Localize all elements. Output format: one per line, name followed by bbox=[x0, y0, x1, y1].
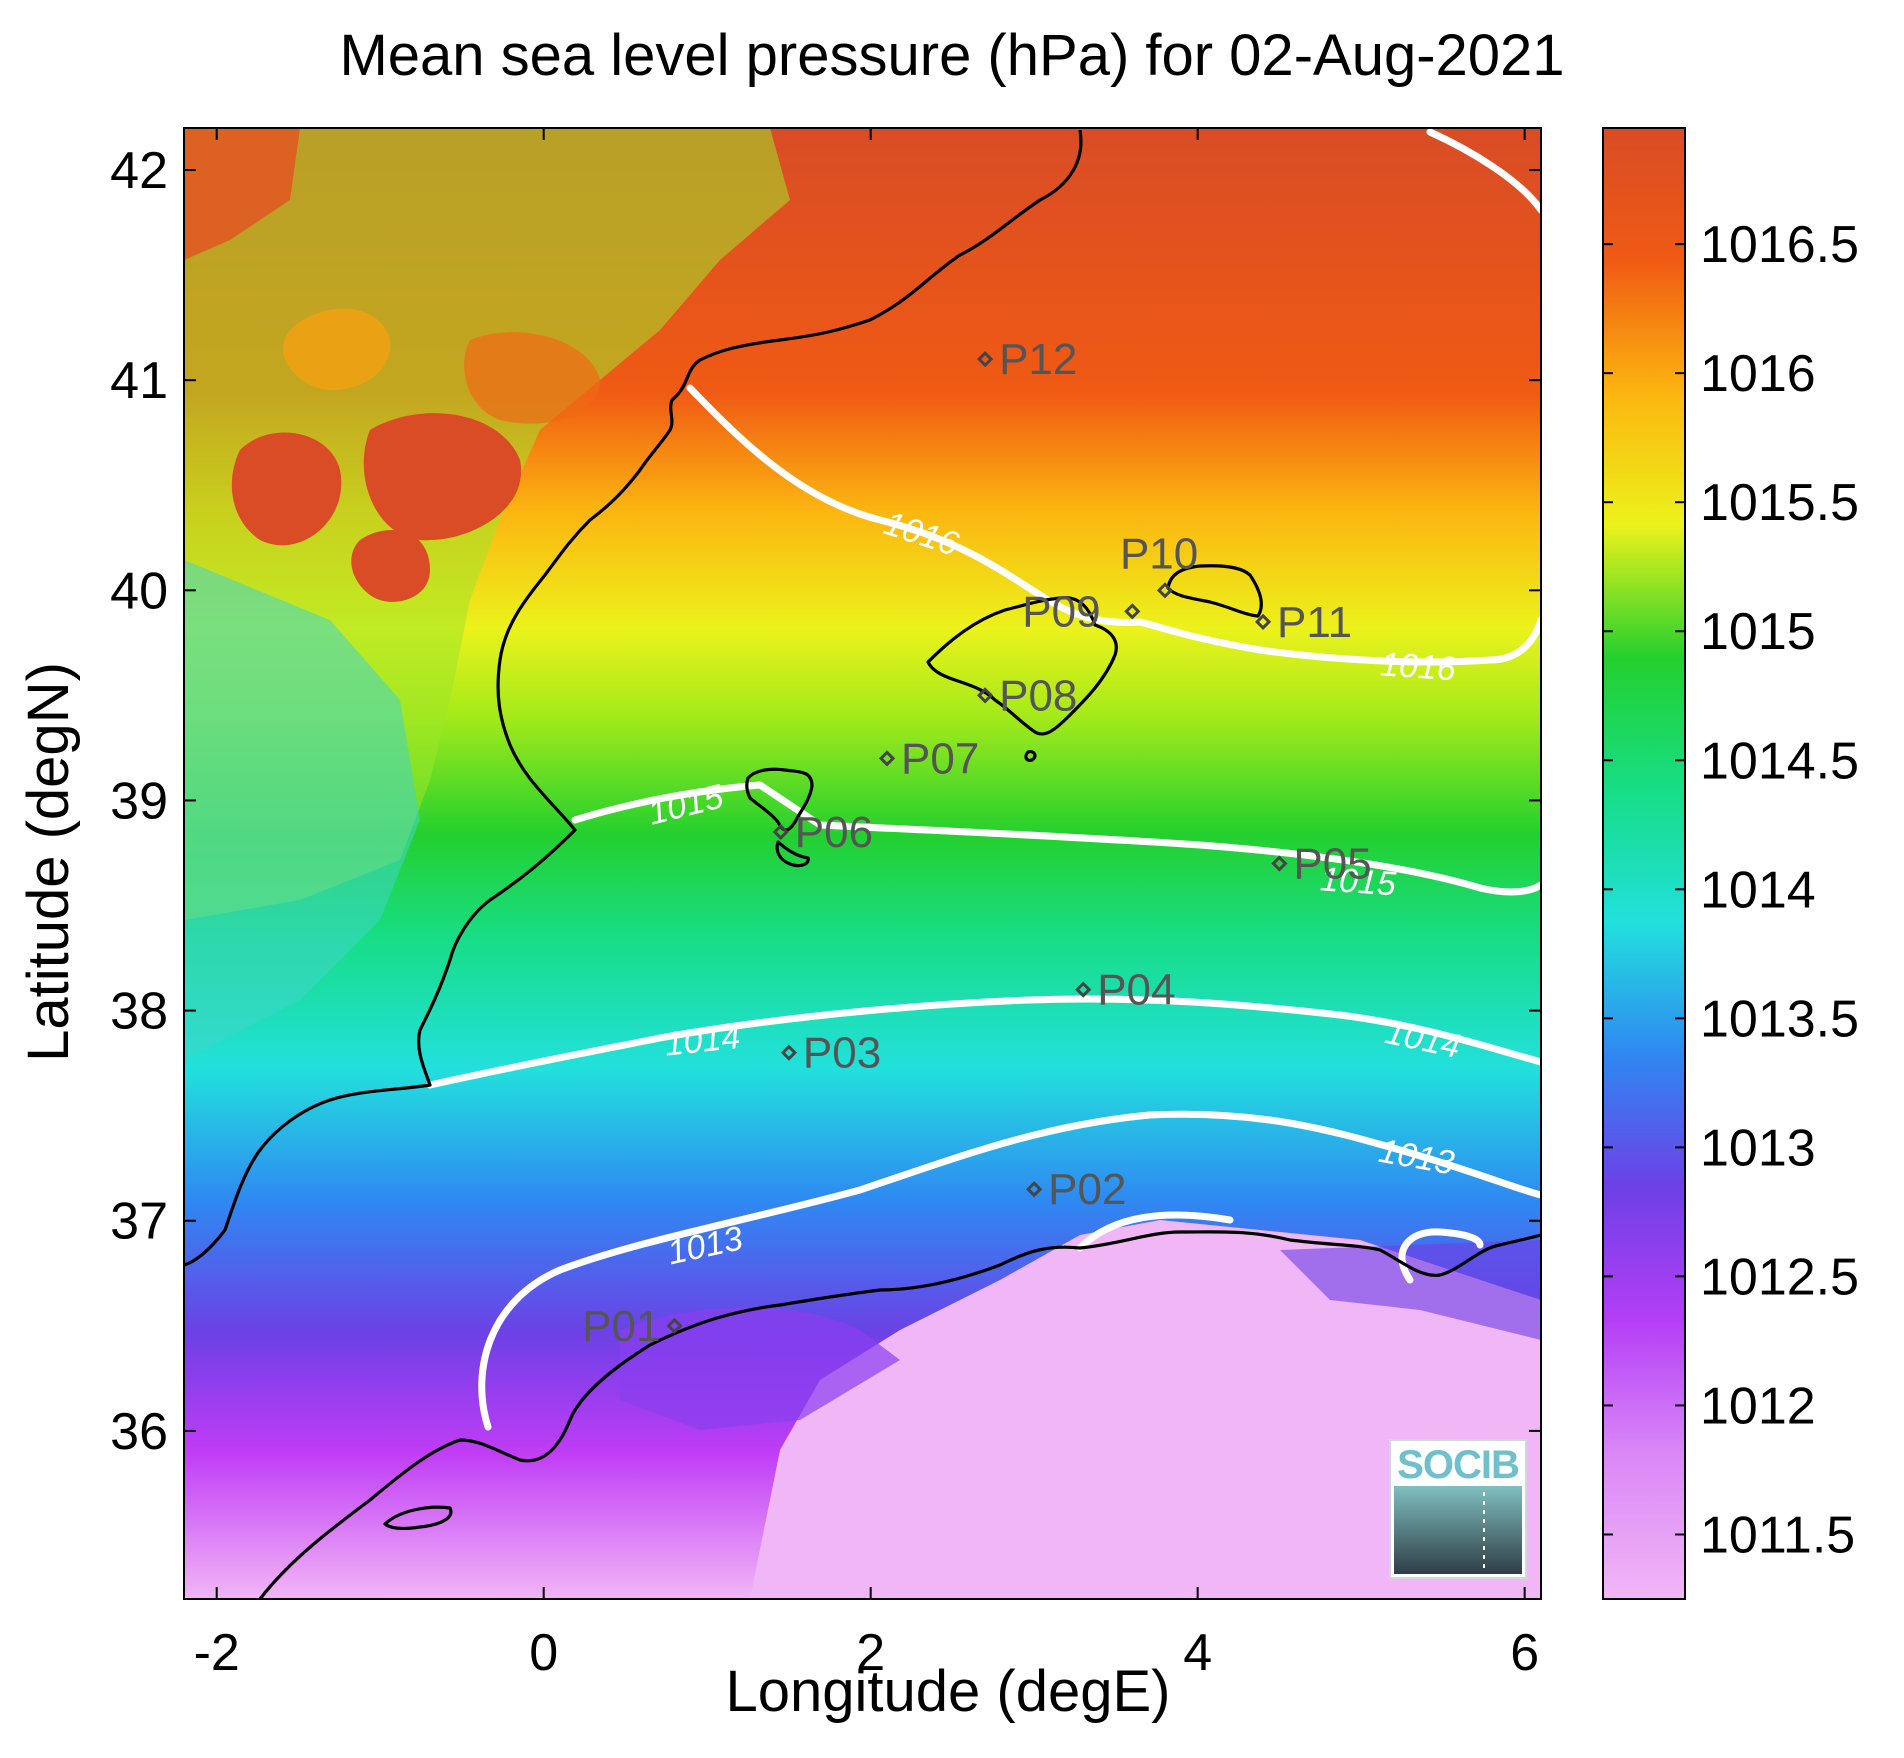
x-tick-label: -2 bbox=[194, 1624, 240, 1682]
station-marker-p06: P06 bbox=[772, 808, 873, 857]
station-marker-p11: P11 bbox=[1254, 598, 1352, 647]
station-marker-p03: P03 bbox=[780, 1029, 881, 1078]
station-label: P03 bbox=[803, 1029, 881, 1078]
contour-label: 1016 bbox=[1379, 645, 1457, 688]
contour-1013-loop bbox=[1076, 1211, 1234, 1252]
station-label: P02 bbox=[1048, 1165, 1126, 1214]
y-tick-label: 41 bbox=[110, 352, 168, 410]
station-marker-p07: P07 bbox=[878, 734, 979, 783]
coastline-iberia bbox=[184, 129, 1083, 1267]
station-marker-p12: P12 bbox=[976, 335, 1077, 384]
station-diamond-icon bbox=[1254, 613, 1272, 630]
x-tick-label: 4 bbox=[1183, 1624, 1212, 1682]
y-axis-label: Latitude (degN) bbox=[16, 662, 81, 1062]
y-tick-label: 39 bbox=[110, 772, 168, 830]
contour-1014 bbox=[426, 995, 1541, 1089]
contour-1016 bbox=[686, 384, 1541, 666]
x-tick-label: 2 bbox=[856, 1624, 885, 1682]
station-label: P10 bbox=[1120, 529, 1198, 578]
station-label: P05 bbox=[1293, 840, 1371, 889]
station-label: P12 bbox=[999, 335, 1077, 384]
station-marker-p10: P10 bbox=[1120, 529, 1198, 599]
station-marker-p01: P01 bbox=[582, 1302, 683, 1351]
contour-label: 1015 bbox=[1319, 860, 1397, 903]
island-cabrera bbox=[1024, 750, 1037, 762]
x-tick-label: 6 bbox=[1510, 1624, 1539, 1682]
island-ibiza bbox=[745, 767, 814, 832]
station-diamond-icon bbox=[1026, 1181, 1043, 1198]
island-alboran bbox=[383, 1505, 453, 1531]
y-axis: 36 37 38 39 40 41 42 bbox=[110, 142, 1541, 1461]
y-tick-label: 36 bbox=[110, 1403, 168, 1461]
station-diamond-icon bbox=[976, 351, 994, 368]
contours bbox=[426, 128, 1541, 1431]
station-diamond-icon bbox=[976, 687, 994, 704]
station-diamond-icon bbox=[1156, 582, 1174, 599]
station-diamond-icon bbox=[666, 1317, 683, 1334]
station-diamond-icon bbox=[1075, 981, 1092, 998]
colorbar-tick-label: 1013 bbox=[1700, 1119, 1816, 1177]
colorbar-frame bbox=[1602, 127, 1686, 1600]
contour-label: 1014 bbox=[663, 1018, 742, 1064]
station-label: P08 bbox=[999, 671, 1077, 720]
station-diamond-icon bbox=[780, 1044, 798, 1061]
station-label: P01 bbox=[582, 1302, 660, 1351]
station-marker-p09: P09 bbox=[1022, 587, 1141, 636]
y-tick-label: 38 bbox=[110, 983, 168, 1041]
y-tick-label: 42 bbox=[110, 142, 168, 200]
colorbar-tick-label: 1015.5 bbox=[1700, 474, 1859, 532]
station-diamond-icon bbox=[878, 750, 896, 767]
colorbar-tick-label: 1014 bbox=[1700, 861, 1816, 919]
station-markers: P01 P02 P03 P04 P05 P06 P07 P08 P09 P10 P11 P12 bbox=[582, 335, 1372, 1351]
y-tick-label: 37 bbox=[110, 1193, 168, 1251]
colorbar-tick-label: 1015 bbox=[1700, 603, 1816, 661]
coastline bbox=[184, 129, 1541, 1599]
socib-logo-text: SOCIB bbox=[1397, 1443, 1519, 1487]
map-frame bbox=[183, 127, 1542, 1600]
x-axis-label: Longitude (degE) bbox=[725, 1659, 1171, 1724]
station-label: P07 bbox=[901, 734, 979, 783]
y-tick-label: 40 bbox=[110, 562, 168, 620]
island-mallorca bbox=[926, 596, 1118, 736]
station-diamond-icon bbox=[1271, 855, 1288, 872]
colorbar-tick-label: 1016.5 bbox=[1700, 216, 1859, 274]
x-axis: -2 0 2 4 6 bbox=[194, 128, 1539, 1682]
contour-1013-cap bbox=[1398, 1228, 1484, 1284]
station-diamond-icon bbox=[772, 823, 789, 841]
colorbar-tick-label: 1016 bbox=[1700, 345, 1816, 403]
colorbar-tick-label: 1012 bbox=[1700, 1377, 1816, 1435]
chart-title: Mean sea level pressure (hPa) for 02-Aug… bbox=[339, 23, 1565, 88]
station-marker-p02: P02 bbox=[1026, 1165, 1126, 1214]
coastline-north-africa bbox=[258, 1230, 1541, 1599]
station-marker-p05: P05 bbox=[1271, 840, 1372, 889]
land-field-overlay bbox=[184, 128, 1541, 1599]
socib-logo: SOCIB bbox=[1389, 1439, 1527, 1579]
station-label: P09 bbox=[1022, 587, 1100, 636]
station-diamond-icon bbox=[1124, 603, 1141, 620]
island-menorca bbox=[1166, 564, 1263, 618]
colorbar-tick-label: 1012.5 bbox=[1700, 1248, 1859, 1306]
colorbar-tick-label: 1013.5 bbox=[1700, 990, 1859, 1048]
station-marker-p04: P04 bbox=[1075, 966, 1176, 1015]
contour-1016-top bbox=[1426, 128, 1541, 214]
x-tick-label: 0 bbox=[529, 1624, 558, 1682]
station-marker-p08: P08 bbox=[976, 671, 1077, 720]
map-area: 1016 1016 1015 1015 1014 1014 1013 1013 … bbox=[184, 128, 1541, 1599]
contour-1013 bbox=[478, 1110, 1541, 1431]
contour-1015 bbox=[571, 781, 1541, 896]
colorbar-tick-label: 1014.5 bbox=[1700, 732, 1859, 790]
station-label: P04 bbox=[1097, 966, 1175, 1015]
station-label: P06 bbox=[795, 808, 873, 857]
station-label: P11 bbox=[1277, 598, 1352, 647]
colorbar-tick-label: 1011.5 bbox=[1700, 1506, 1855, 1564]
colorbar bbox=[1603, 128, 1685, 1599]
colorbar-ticks: 1011.5 1012 1012.5 1013 1013.5 1014 1014.5 1015… bbox=[1603, 216, 1859, 1564]
island-formentera bbox=[775, 840, 810, 868]
